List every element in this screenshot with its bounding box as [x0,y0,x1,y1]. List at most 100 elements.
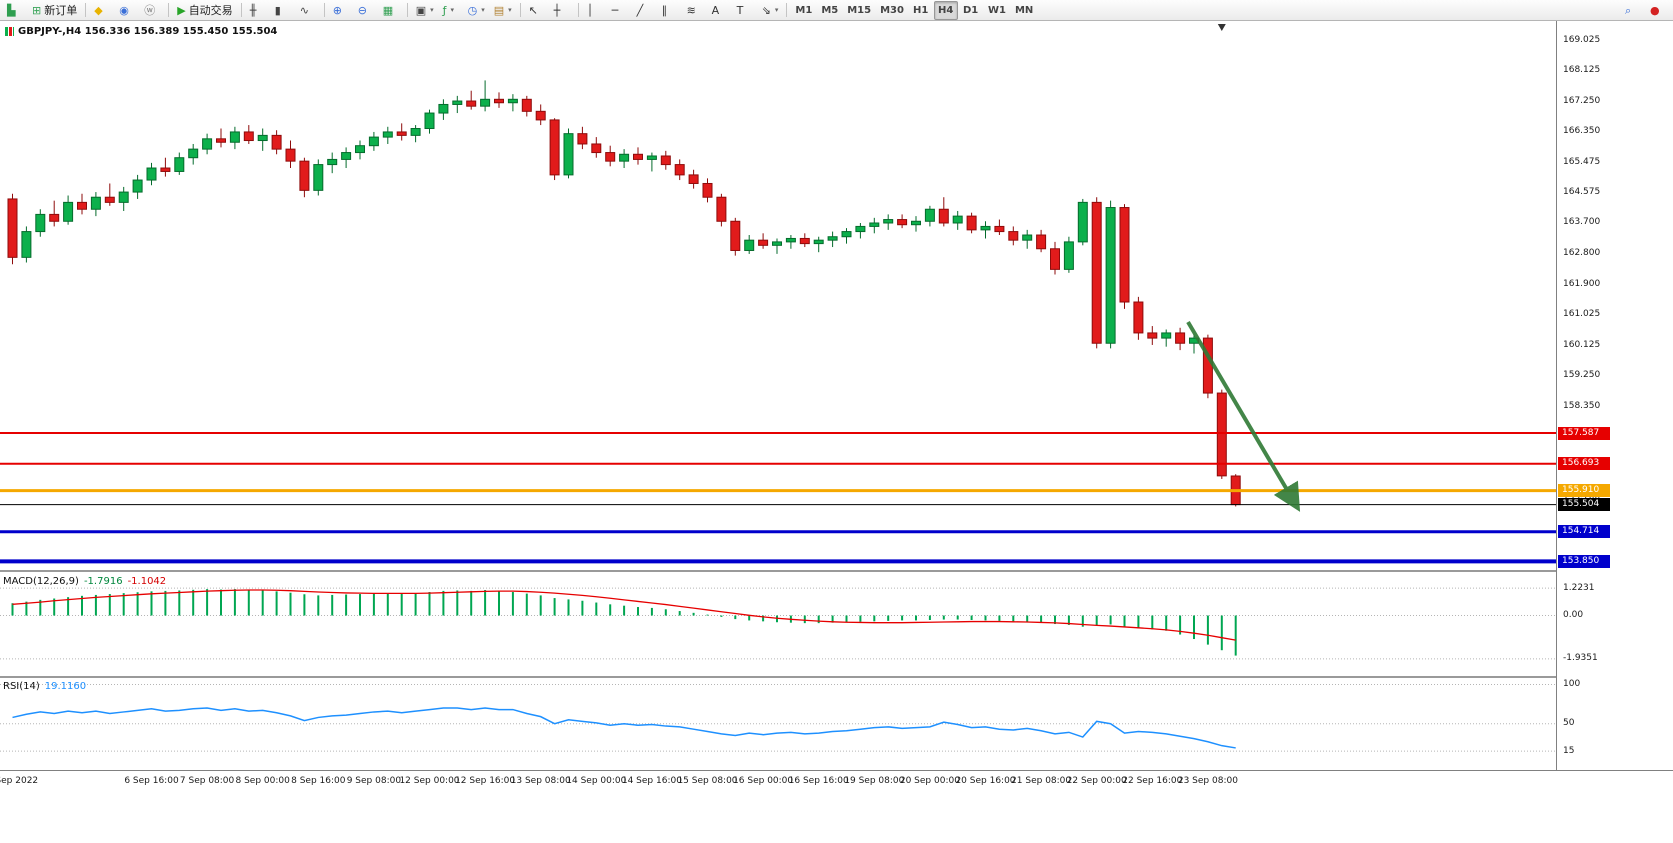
symbol-mini-chart-icon-glyph-icon: ▙ [7,3,16,17]
candlestick-chart-button[interactable]: ▮ [271,1,295,20]
rsi-axis-label: 50 [1563,718,1575,729]
zoom-in-glyph-icon: ⊕ [332,3,342,17]
new-window-glyph-icon: ▣ [415,3,427,17]
macd-axis-label: 1.2231 [1563,582,1595,593]
text-button[interactable]: A [708,1,732,20]
macd-name: MACD(12,26,9) [3,576,79,587]
time-axis-label: 20 Sep 00:00 [899,776,960,786]
periods-button[interactable]: ◷ ▾ [464,1,489,20]
new-window-button[interactable]: ▣ ▾ [412,1,438,20]
label-button[interactable]: T [733,1,757,20]
channel-button[interactable]: ∥ [658,1,682,20]
trend-arrow-annotation[interactable] [1186,320,1301,512]
trendline-button[interactable]: ╱ [633,1,657,20]
arrows-button[interactable]: ⇘ ▾ [758,1,783,20]
tf-m1-button-label: M1 [795,4,813,16]
tf-m30-button[interactable]: M30 [876,1,908,20]
time-axis-label: 13 Sep 08:00 [510,776,571,786]
tf-h4-button[interactable]: H4 [933,0,958,20]
bar-chart-glyph-icon: ╫ [249,3,257,17]
tile-windows-button[interactable]: ▦ [379,1,403,20]
tf-d1-button[interactable]: D1 [959,1,983,20]
horizontal-line-button[interactable]: ─ [608,1,632,20]
tf-m15-button[interactable]: M15 [843,1,875,20]
trendline-glyph-icon: ╱ [636,3,644,17]
time-axis-label: 14 Sep 00:00 [566,776,627,786]
auto-trading-button[interactable]: ▶ 自动交易 [173,1,236,20]
new-order-button-label: 新订单 [44,4,78,17]
tf-mn-button[interactable]: MN [1011,1,1037,20]
macd-signal-value: -1.1042 [127,576,167,587]
zoom-out-button[interactable]: ⊖ [354,1,378,20]
horizontal-line-glyph-icon: ─ [611,3,619,17]
macd-signal-line [12,589,1236,641]
toolbar: ▙ ⊞ 新订单 ◆ ◉ ⓦ ▶ 自动交易 ╫ ▮ ∿ ⊕ ⊖ ▦ ▣ ▾ ƒ ▾ ◷ ▾ ▤ ▾ ↖ ┼ │ ─ ╱ ∥ ≋ A T ⇘ ▾ M1… [0,0,1673,21]
time-axis[interactable]: 5 Sep 2022 6 Sep 16:007 Sep 08:008 Sep 00… [0,770,1673,793]
time-axis-label: 15 Sep 08:00 [677,776,738,786]
price-axis-label: 162.800 [1563,248,1601,259]
community-icon-button[interactable]: ◉ [115,1,139,20]
line-chart-button[interactable]: ∿ [296,1,320,20]
search-icon-glyph-icon: ⌕ [1625,3,1632,17]
fibonacci-glyph-icon: ≋ [686,3,696,17]
cursor-button[interactable]: ↖ [525,1,549,20]
indicators-button[interactable]: ƒ ▾ [439,1,463,20]
time-axis-label: 19 Sep 08:00 [844,776,905,786]
zoom-in-button[interactable]: ⊕ [329,1,353,20]
time-axis-label: 21 Sep 08:00 [1011,776,1072,786]
tf-m1-button[interactable]: M1 [791,1,816,20]
vertical-line-button[interactable]: │ [583,1,607,20]
candlestick-chart-glyph-icon: ▮ [274,3,281,17]
tf-w1-button[interactable]: W1 [984,1,1010,20]
periods-glyph-icon: ◷ [467,3,478,17]
crosshair-button[interactable]: ┼ [550,1,574,20]
tf-h1-button[interactable]: H1 [909,1,933,20]
time-axis-label: 12 Sep 00:00 [399,776,460,786]
fibonacci-button[interactable]: ≋ [683,1,707,20]
time-axis-label: 14 Sep 16:00 [621,776,682,786]
new-order-button[interactable]: ⊞ 新订单 [28,1,81,20]
candlesticks [7,80,1241,507]
time-axis-label: 9 Sep 08:00 [346,776,402,786]
price-level-box: 153.850 [1558,554,1610,568]
time-axis-label: 8 Sep 16:00 [291,776,346,786]
bar-chart-button[interactable]: ╫ [246,1,270,20]
horizontal-level-lines[interactable] [0,432,1556,564]
text-glyph-icon: A [711,3,720,17]
tf-d1-button-label: D1 [962,4,979,16]
time-axis-label: 12 Sep 16:00 [455,776,516,786]
rsi-axis-label: 100 [1563,678,1581,689]
time-axis-label: 23 Sep 08:00 [1177,776,1238,786]
price-axis-label: 166.350 [1563,126,1601,137]
templates-button[interactable]: ▤ ▾ [490,1,516,20]
vertical-line-glyph-icon: │ [586,3,594,17]
zoom-out-glyph-icon: ⊖ [357,3,367,17]
price-axis-label: 168.125 [1563,65,1601,76]
price-axis-label: 158.350 [1563,401,1601,412]
price-axis-label: 155.700 [1563,492,1600,502]
toolbar-separator [519,3,521,17]
rsi-name: RSI(14) [3,681,40,692]
favorites-icon-button[interactable]: ◆ [90,1,114,20]
toolbar-separator [323,3,325,17]
chart-shift-marker[interactable] [1217,24,1226,31]
webterminal-icon-button[interactable]: ⓦ [140,1,164,20]
toolbar-separator [168,3,170,17]
price-axis-label: 163.700 [1563,217,1601,228]
panel-divider-macd[interactable] [0,570,1673,572]
toolbar-separator [240,3,242,17]
search-icon-button[interactable]: ⌕ [1621,1,1645,20]
time-axis-label: 20 Sep 16:00 [955,776,1016,786]
tf-m30-button-label: M30 [880,4,904,16]
macd-axis-label: 0.00 [1563,610,1584,621]
panel-divider-rsi[interactable] [0,676,1673,678]
tf-m5-button[interactable]: M5 [817,1,842,20]
tf-h4-button-label: H4 [937,4,954,16]
webterminal-icon-glyph-icon: ⓦ [144,3,156,17]
community-badge-icon[interactable]: ● [1646,1,1670,20]
chevron-down-icon: ▾ [508,6,512,14]
rsi-axis-label: 15 [1563,745,1575,756]
price-axis[interactable]: 169.025 168.125 167.250 166.350 165.475 164.5… [1556,21,1673,770]
